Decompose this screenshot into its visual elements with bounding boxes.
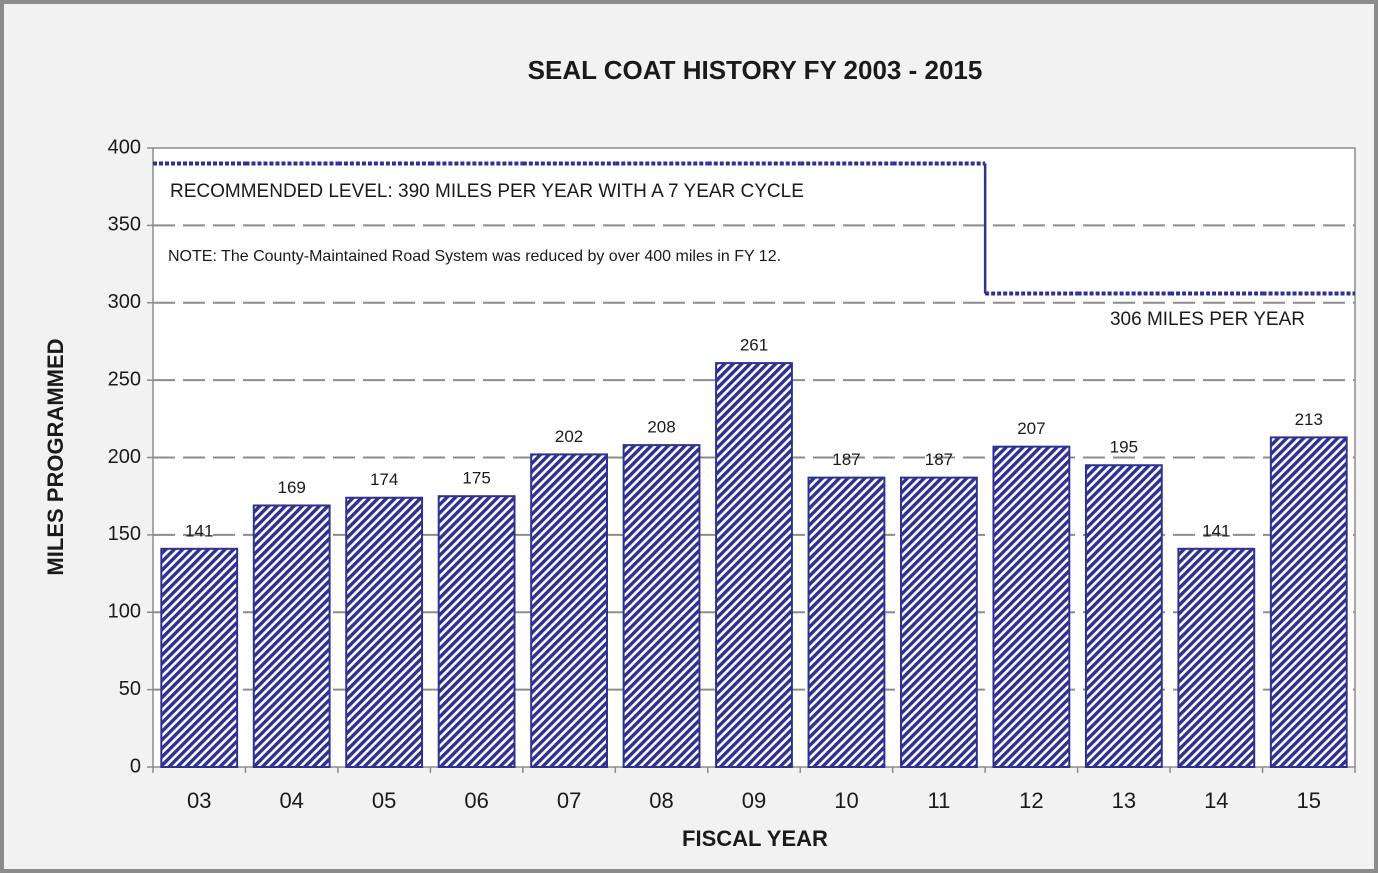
y-tick-label: 350	[108, 214, 141, 236]
bar	[1269, 436, 1348, 768]
data-label: 174	[370, 470, 398, 489]
data-label: 202	[555, 427, 583, 446]
x-tick-label: 12	[1019, 788, 1043, 813]
y-tick-label: 400	[108, 136, 141, 158]
x-tick-label: 11	[928, 788, 951, 813]
y-tick-label: 100	[108, 601, 141, 623]
x-tick-label: 13	[1112, 788, 1136, 813]
bar	[345, 496, 424, 768]
data-label: 261	[740, 336, 768, 355]
x-tick-label: 08	[649, 788, 673, 813]
data-label: 141	[1202, 521, 1230, 540]
x-tick-label: 09	[742, 788, 766, 813]
bar	[807, 476, 886, 768]
data-label: 187	[832, 450, 860, 469]
y-tick-label: 300	[108, 291, 141, 313]
bar	[530, 453, 608, 768]
y-tick-label: 200	[108, 446, 141, 468]
x-tick-label: 07	[557, 788, 581, 813]
bar	[992, 445, 1071, 768]
data-label: 169	[278, 478, 306, 497]
bar	[900, 476, 978, 768]
bar	[622, 444, 701, 768]
bar	[252, 504, 331, 768]
data-label: 195	[1110, 438, 1138, 457]
data-label: 175	[462, 469, 490, 488]
x-tick-label: 10	[834, 788, 858, 813]
data-label: 207	[1017, 419, 1045, 438]
x-tick-label: 04	[279, 788, 303, 813]
y-axis-label: MILES PROGRAMMED	[43, 338, 68, 575]
x-tick-label: 05	[372, 788, 396, 813]
x-tick-label: 14	[1204, 788, 1228, 813]
x-tick-label: 03	[187, 788, 211, 813]
bar	[715, 362, 793, 768]
y-tick-label: 0	[130, 755, 141, 777]
y-tick-label: 250	[108, 368, 141, 390]
annotation: NOTE: The County-Maintained Road System …	[168, 248, 781, 265]
x-tick-label: 06	[464, 788, 488, 813]
x-tick-label: 15	[1297, 788, 1321, 813]
data-label: 141	[185, 521, 213, 540]
annotation: RECOMMENDED LEVEL: 390 MILES PER YEAR WI…	[170, 181, 804, 202]
data-label: 187	[925, 450, 953, 469]
y-tick-label: 50	[119, 678, 141, 700]
y-tick-label: 150	[108, 523, 141, 545]
bar	[160, 547, 239, 768]
data-label: 208	[647, 418, 675, 437]
data-label: 213	[1295, 410, 1323, 429]
annotation: 306 MILES PER YEAR	[1110, 309, 1305, 330]
x-axis-label: FISCAL YEAR	[682, 826, 828, 851]
bar	[1084, 464, 1163, 768]
bar	[437, 495, 516, 768]
chart-title: SEAL COAT HISTORY FY 2003 - 2015	[528, 55, 983, 85]
bar	[1177, 547, 1256, 768]
